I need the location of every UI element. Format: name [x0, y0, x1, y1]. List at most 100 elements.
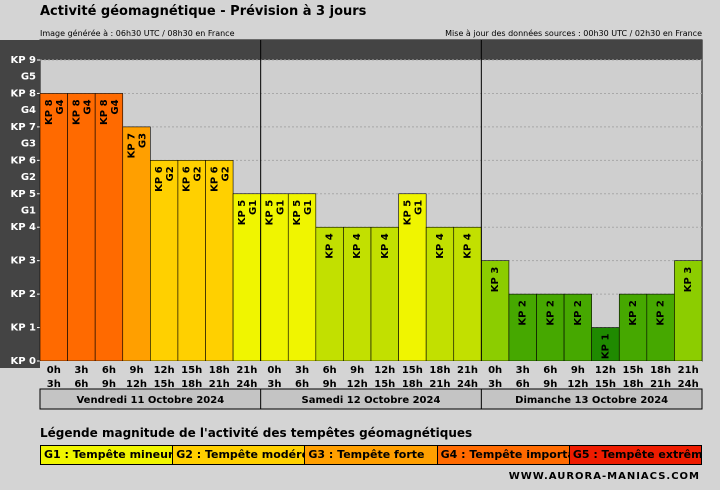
y-tick-label: KP 4 [10, 222, 36, 233]
bar-kp-label: KP 1 [600, 334, 611, 360]
y-g-label: G1 [21, 206, 36, 217]
bar-kp-label: KP 6 [154, 166, 165, 192]
legend-item-g1: G1 : Tempête mineure [41, 446, 174, 464]
y-tick-label: KP 7 [10, 122, 36, 133]
x-tick-start: 9h [350, 365, 364, 376]
y-tick-label: KP 2 [10, 289, 36, 300]
bar [150, 160, 179, 362]
y-g-label: G2 [21, 172, 36, 183]
x-tick-end: 9h [543, 379, 557, 390]
day-label: Dimanche 13 Octobre 2024 [515, 395, 668, 406]
bar-kp-label: KP 7 [127, 133, 138, 159]
time-axis-band [40, 361, 702, 389]
x-tick-start: 9h [571, 365, 585, 376]
bar-kp-label: KP 4 [380, 233, 391, 259]
bar-g-label: G4 [82, 99, 93, 114]
bar [536, 293, 565, 362]
x-tick-start: 15h [623, 365, 644, 376]
x-tick-start: 12h [374, 365, 395, 376]
x-tick-start: 0h [47, 365, 61, 376]
bar-kp-label: KP 5 [402, 200, 413, 226]
x-tick-end: 21h [209, 379, 230, 390]
bar [453, 226, 482, 362]
bar-g-label: G1 [303, 200, 314, 215]
bar [370, 226, 399, 362]
x-tick-end: 15h [595, 379, 616, 390]
bar-kp-label: KP 5 [264, 200, 275, 226]
x-tick-start: 21h [678, 365, 699, 376]
x-tick-start: 15h [181, 365, 202, 376]
x-tick-end: 12h [126, 379, 147, 390]
x-tick-start: 12h [154, 365, 175, 376]
x-tick-start: 21h [236, 365, 257, 376]
bar-kp-label: KP 4 [352, 233, 363, 259]
x-tick-start: 6h [543, 365, 557, 376]
bar [122, 126, 151, 362]
x-tick-start: 18h [650, 365, 671, 376]
x-tick-end: 3h [47, 379, 61, 390]
x-tick-end: 3h [488, 379, 502, 390]
bar [563, 293, 592, 362]
x-tick-end: 6h [74, 379, 88, 390]
y-tick-label: KP 6 [10, 155, 36, 166]
legend-item-g2: G2 : Tempête modérée [173, 446, 306, 464]
x-tick-start: 0h [488, 365, 502, 376]
x-tick-start: 18h [209, 365, 230, 376]
generated-time: Image générée à : 06h30 UTC / 08h30 en F… [40, 29, 235, 38]
bar [232, 193, 261, 362]
bar-g-label: G2 [220, 166, 231, 181]
bar [674, 260, 703, 362]
bar-kp-label: KP 3 [683, 267, 694, 293]
bar-kp-label: KP 6 [209, 166, 220, 192]
bar-kp-label: KP 2 [628, 300, 639, 326]
day-label: Vendredi 11 Octobre 2024 [76, 395, 224, 406]
bar-kp-label: KP 6 [182, 166, 193, 192]
x-tick-start: 6h [102, 365, 116, 376]
bar [315, 226, 344, 362]
bar-kp-label: KP 8 [99, 99, 110, 125]
bar [343, 226, 372, 362]
x-tick-end: 12h [347, 379, 368, 390]
bar-g-label: G1 [413, 200, 424, 215]
bar [425, 226, 455, 362]
bar [646, 293, 675, 362]
y-tick-label: KP 0 [10, 356, 36, 367]
legend-title: Légende magnitude de l'activité des temp… [40, 426, 473, 440]
bar [177, 160, 206, 362]
x-tick-end: 21h [429, 379, 450, 390]
bar-kp-label: KP 3 [490, 267, 501, 293]
bar [260, 193, 289, 362]
y-tick-label: KP 5 [10, 189, 36, 200]
x-tick-start: 12h [595, 365, 616, 376]
x-tick-start: 21h [457, 365, 478, 376]
bar-g-label: G4 [55, 99, 66, 114]
x-tick-end: 24h [236, 379, 257, 390]
bar [591, 327, 620, 362]
bar-kp-label: KP 4 [325, 233, 336, 259]
x-tick-end: 15h [154, 379, 175, 390]
x-tick-start: 3h [74, 365, 88, 376]
x-tick-end: 24h [457, 379, 478, 390]
x-tick-start: 9h [130, 365, 144, 376]
x-tick-end: 12h [567, 379, 588, 390]
website-link[interactable]: WWW.AURORA-MANIACS.COM [508, 471, 700, 482]
x-tick-end: 15h [374, 379, 395, 390]
bar-kp-label: KP 8 [71, 99, 82, 125]
bar-g-label: G3 [138, 133, 149, 148]
bar [398, 193, 427, 362]
data-update-time: Mise à jour des données sources : 00h30 … [445, 29, 702, 38]
x-tick-start: 18h [429, 365, 450, 376]
bar [618, 293, 648, 362]
x-tick-end: 18h [623, 379, 644, 390]
x-tick-start: 0h [267, 365, 281, 376]
bar [508, 293, 537, 362]
x-tick-end: 18h [402, 379, 423, 390]
x-tick-start: 3h [295, 365, 309, 376]
bar-kp-label: KP 4 [435, 233, 446, 259]
y-g-label: G5 [21, 72, 36, 83]
y-g-label: G4 [21, 105, 36, 116]
x-tick-end: 9h [102, 379, 116, 390]
y-axis-band [0, 40, 40, 368]
y-tick-label: KP 1 [10, 323, 36, 334]
